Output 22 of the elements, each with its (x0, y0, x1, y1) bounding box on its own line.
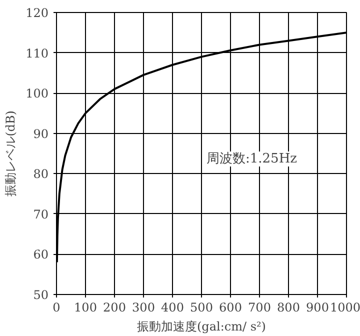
y-tick-label: 50 (33, 288, 49, 302)
annotation: 周波数:1.25Hz (206, 152, 298, 166)
x-tick-label: 200 (103, 300, 126, 314)
x-tick-label: 0 (52, 300, 60, 314)
x-tick-label: 900 (306, 300, 329, 314)
y-tick-label: 70 (33, 207, 49, 222)
y-tick-label: 110 (26, 46, 48, 60)
x-axis-title: 振動加速度(gal:cm/ s²) (136, 320, 266, 334)
x-tick-label: 300 (132, 300, 155, 314)
x-tick-label: 800 (277, 300, 300, 314)
x-tick-label: 600 (219, 300, 242, 314)
y-tick-label: 80 (33, 167, 49, 182)
y-tick-label: 100 (26, 86, 48, 101)
x-tick-label: 500 (190, 300, 213, 314)
y-tick-label: 90 (33, 126, 49, 141)
x-tick-label: 100 (74, 300, 97, 314)
y-tick-label: 60 (33, 248, 49, 262)
x-tick-label: 400 (161, 300, 184, 314)
x-tick-label: 1000 (330, 300, 360, 314)
y-axis-title: 振動レベル(dB) (4, 110, 18, 196)
x-tick-label: 700 (248, 300, 271, 314)
y-tick-label: 120 (26, 6, 48, 20)
